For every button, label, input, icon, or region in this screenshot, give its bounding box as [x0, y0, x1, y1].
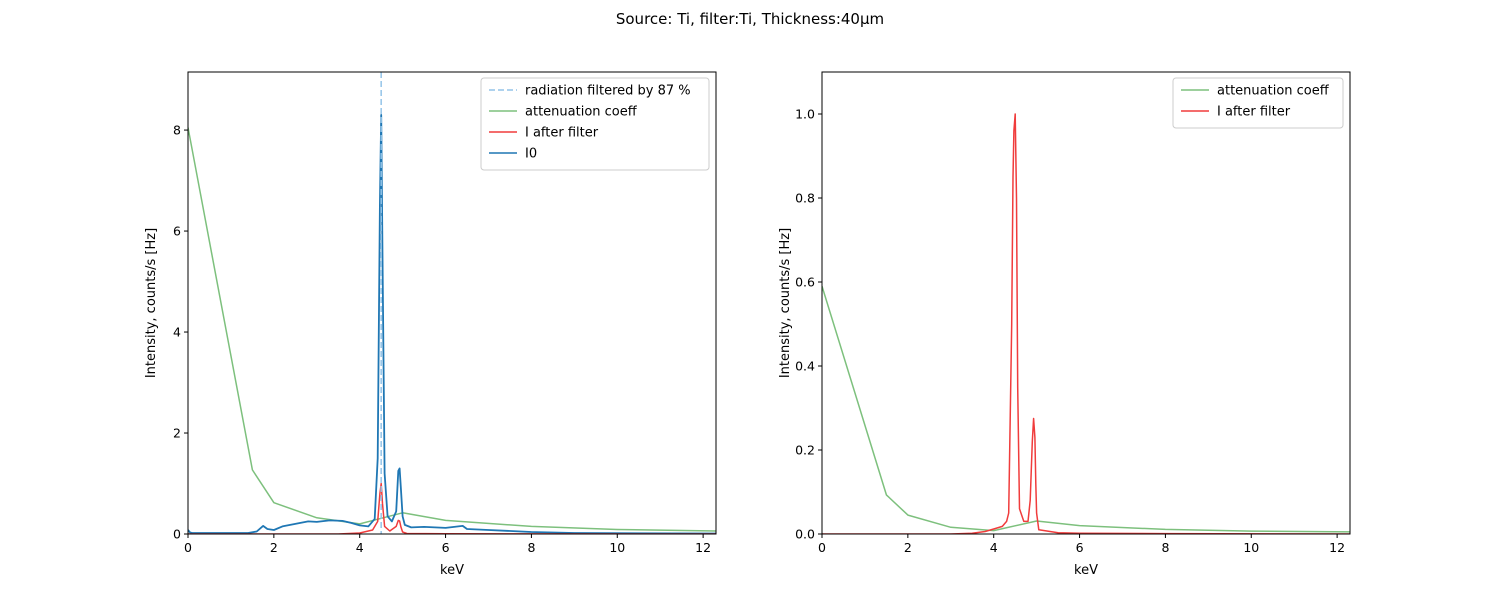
- y-axis-label: Intensity, counts/s [Hz]: [778, 228, 793, 378]
- axes-frame: [821, 71, 1351, 535]
- legend-box: [1172, 77, 1344, 129]
- x-axis-label: keV: [440, 563, 464, 578]
- legend-label: attenuation coeff: [1217, 84, 1330, 99]
- series-line-i-after-filter: [822, 113, 1350, 534]
- y-axis-label: Intensity, counts/s [Hz]: [144, 228, 159, 378]
- left-chart-panel: 0 2 4 6 8 10 12 0 2 4 6 8 keV Intensity, counts/s [Hz…: [144, 71, 717, 578]
- legend-label: I after filter: [1217, 105, 1291, 120]
- y-tick-label: 8: [173, 123, 181, 138]
- series-line-i0: [188, 114, 716, 534]
- y-tick-label: 6: [173, 224, 181, 239]
- legend-label: I after filter: [525, 126, 599, 141]
- plot-area: [188, 72, 716, 534]
- x-tick-label: 8: [1161, 540, 1169, 555]
- legend-box: [480, 77, 710, 171]
- y-tick-label: 0.4: [795, 359, 815, 374]
- legend-label: radiation filtered by 87 %: [525, 84, 691, 99]
- x-tick-label: 2: [904, 540, 912, 555]
- x-tick-label: 10: [609, 540, 625, 555]
- x-tick-label: 4: [990, 540, 998, 555]
- y-tick-label: 0.6: [795, 275, 815, 290]
- series-line-attenuation-coeff: [822, 285, 1350, 533]
- y-tick-label: 0: [173, 527, 181, 542]
- axes-frame: [187, 71, 717, 535]
- legend-label: attenuation coeff: [525, 105, 638, 120]
- y-tick-label: 0.2: [795, 443, 815, 458]
- x-tick-label: 6: [1076, 540, 1084, 555]
- x-tick-label: 12: [1329, 540, 1345, 555]
- legend: radiation filtered by 87 % attenuation co…: [480, 77, 710, 171]
- x-tick-label: 8: [527, 540, 535, 555]
- series-line-attenuation-coeff: [188, 127, 716, 532]
- x-tick-label: 6: [442, 540, 450, 555]
- y-tick-label: 2: [173, 426, 181, 441]
- x-tick-label: 4: [356, 540, 364, 555]
- y-tick-label: 1.0: [795, 107, 815, 122]
- y-tick-label: 4: [173, 325, 181, 340]
- x-tick-label: 0: [818, 540, 826, 555]
- legend: attenuation coeff I after filter: [1172, 77, 1344, 129]
- x-tick-label: 10: [1243, 540, 1259, 555]
- x-tick-label: 2: [270, 540, 278, 555]
- right-chart-panel: 0 2 4 6 8 10 12 0.0 0.2 0.4 0.6 0.8 1.0 keV Intensity,…: [778, 71, 1351, 578]
- legend-label: I0: [525, 147, 537, 162]
- plot-area: [822, 113, 1350, 534]
- x-tick-label: 0: [184, 540, 192, 555]
- y-tick-label: 0.8: [795, 191, 815, 206]
- x-axis-label: keV: [1074, 563, 1098, 578]
- figure-title: Source: Ti, filter:Ti, Thickness:40µm: [616, 10, 884, 28]
- y-tick-label: 0.0: [795, 527, 815, 542]
- x-tick-label: 12: [695, 540, 711, 555]
